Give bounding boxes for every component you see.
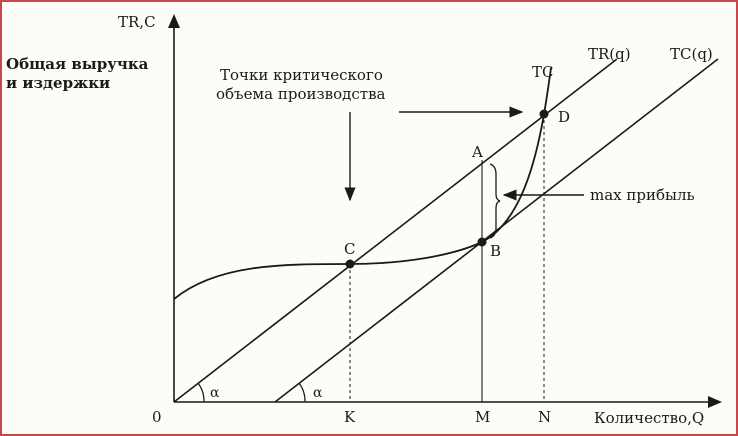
annotation-line2: объема производства: [216, 85, 386, 103]
origin-label: 0: [152, 408, 162, 426]
tc-line: [274, 58, 719, 403]
y-axis-title-line1: Общая выручка: [6, 55, 149, 73]
tr-line-label: TR(q): [588, 45, 631, 63]
angle-arc-2: [298, 382, 306, 403]
point-c: [345, 259, 355, 269]
tick-k-label: K: [344, 408, 356, 426]
point-b: [477, 237, 487, 247]
point-c-label: C: [344, 240, 355, 258]
y-axis-label: TR,C: [118, 13, 156, 31]
max-profit-brace: [489, 163, 501, 239]
x-axis-label: Количество,Q: [594, 409, 704, 427]
tc-line-label: TC(q): [670, 45, 713, 63]
angle-alpha-2: α: [313, 385, 323, 401]
tc-curve-label: TC: [532, 63, 553, 81]
point-b-label: B: [490, 242, 501, 260]
y-axis-title-line2: и издержки: [6, 74, 110, 92]
point-d-label: D: [558, 108, 570, 126]
y-axis-arrow-icon: [168, 14, 180, 28]
tr-line: [173, 58, 618, 403]
annotation-line1: Точки критического: [220, 66, 383, 84]
point-a-label: A: [471, 143, 483, 161]
tick-n-label: N: [538, 408, 551, 426]
x-axis-arrow-icon: [708, 396, 722, 408]
tick-m-label: M: [475, 408, 490, 426]
max-profit-label: max прибыль: [590, 186, 695, 204]
angle-arc-1: [197, 382, 205, 403]
point-d: [539, 109, 549, 119]
angle-alpha-1: α: [210, 385, 220, 401]
